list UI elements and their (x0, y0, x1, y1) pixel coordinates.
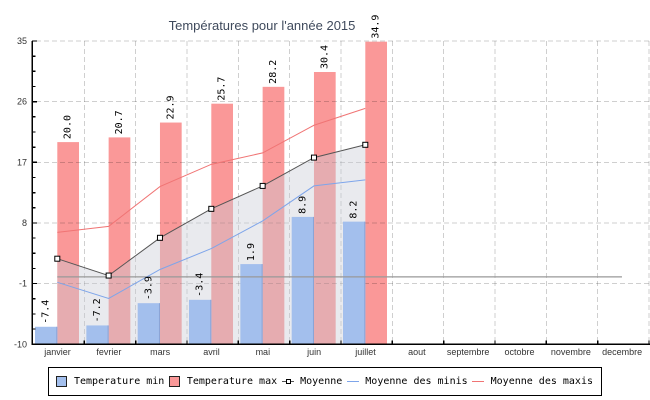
bar-temperature-max (211, 103, 233, 345)
y-tick-label: 35 (17, 36, 27, 46)
legend-item-moyenne: Moyenne (281, 375, 343, 388)
grid-layer (36, 40, 650, 345)
x-tick-label: novembre (551, 347, 591, 357)
y-tick-label: 8 (22, 218, 27, 228)
x-tick-label: decembre (602, 347, 642, 357)
legend-label: Moyenne des minis (365, 375, 468, 387)
value-label: 28.2 (268, 60, 279, 84)
x-tick-label: aout (408, 347, 426, 357)
bar-temperature-min (240, 264, 263, 345)
legend-line-icon (472, 376, 485, 387)
legend-swatch-min (56, 376, 67, 387)
value-label: 34.9 (371, 15, 382, 39)
legend-item-temperature-max: Temperature max (168, 375, 278, 388)
chart-title: Températures pour l'année 2015 (169, 18, 356, 33)
marker-moyenne (208, 205, 215, 212)
y-tick-label: -1 (19, 279, 27, 289)
marker-moyenne (259, 182, 266, 189)
bar-temperature-max (313, 72, 336, 345)
markers-layer (54, 141, 369, 279)
bar-temperature-min (137, 303, 160, 345)
legend-line-icon (346, 376, 359, 387)
x-tick-label: janvier (43, 347, 71, 357)
bar-temperature-max (108, 137, 131, 345)
marker-moyenne (310, 154, 317, 161)
bar-temperature-max (57, 142, 79, 345)
bar-temperature-max (159, 122, 182, 345)
line-moyenne-maxis (57, 107, 366, 233)
x-tick-label: juin (306, 347, 321, 357)
value-label: 30.4 (319, 45, 330, 69)
x-tick-label: juillet (354, 347, 376, 357)
axes-layer (31, 40, 650, 346)
bar-temperature-min (189, 299, 212, 345)
legend-label: Moyenne (300, 375, 343, 387)
value-label: 1.9 (246, 243, 257, 261)
bar-temperature-min (35, 326, 58, 345)
marker-moyenne (362, 141, 369, 148)
value-label: 22.9 (165, 95, 176, 119)
x-tick-label: mai (256, 347, 271, 357)
value-label: -7.2 (92, 298, 103, 322)
legend-line-marker-icon (281, 376, 294, 387)
legend-item-moyenne-maxis: Moyenne des maxis (472, 376, 593, 388)
tick-labels-layer: -10 -1 8 17 26 35 janvier fevrier mars avril mai ju… (14, 36, 642, 357)
y-tick-label: 17 (17, 157, 27, 167)
marker-moyenne (54, 255, 61, 262)
value-label: 20.7 (114, 110, 125, 134)
bar-temperature-min (291, 216, 314, 345)
value-labels-layer: -7.4 -7.2 -3.9 -3.4 1.9 8.9 8.2 20.0 20.7 22.9 25.… (41, 15, 382, 324)
value-label: 8.2 (349, 201, 360, 219)
value-label: -7.4 (41, 300, 52, 324)
x-tick-label: octobre (504, 347, 534, 357)
bar-temperature-min (86, 325, 109, 345)
legend-label: Temperature max (186, 375, 278, 387)
legend-line-stroke (346, 381, 359, 382)
legend-label: Temperature min (74, 375, 165, 387)
area-moyenne (57, 144, 366, 345)
value-label: 25.7 (217, 77, 228, 101)
legend-item-moyenne-minis: Moyenne des minis (346, 375, 468, 388)
marker-moyenne (105, 272, 112, 279)
legend-label: Moyenne des maxis (490, 375, 593, 387)
line-moyenne-minis (57, 179, 366, 300)
legend-swatch-max (168, 376, 180, 387)
value-label: -3.4 (195, 273, 206, 297)
legend-item-temperature-min: Temperature min (56, 376, 164, 388)
y-tick-label: -10 (14, 339, 27, 349)
marker-moyenne (156, 234, 163, 241)
legend-line-stroke (472, 381, 485, 382)
bar-temperature-min (343, 221, 366, 345)
value-label: -3.9 (143, 276, 154, 300)
average-area-layer (57, 144, 366, 345)
value-label: 20.0 (63, 115, 74, 139)
x-tick-label: mars (150, 347, 170, 357)
x-tick-label: fevrier (96, 347, 121, 357)
bar-temperature-max (365, 41, 387, 345)
x-tick-label: septembre (447, 347, 490, 357)
y-tick-label: 26 (17, 97, 27, 107)
max-bars-layer (57, 41, 387, 345)
x-tick-label: avril (203, 347, 220, 357)
value-label: 8.9 (297, 196, 308, 214)
min-bars-layer (35, 216, 366, 345)
square-marker-icon (285, 379, 291, 384)
legend: Temperature min Temperature max Moyenne … (48, 367, 602, 396)
bar-temperature-max (262, 86, 285, 345)
